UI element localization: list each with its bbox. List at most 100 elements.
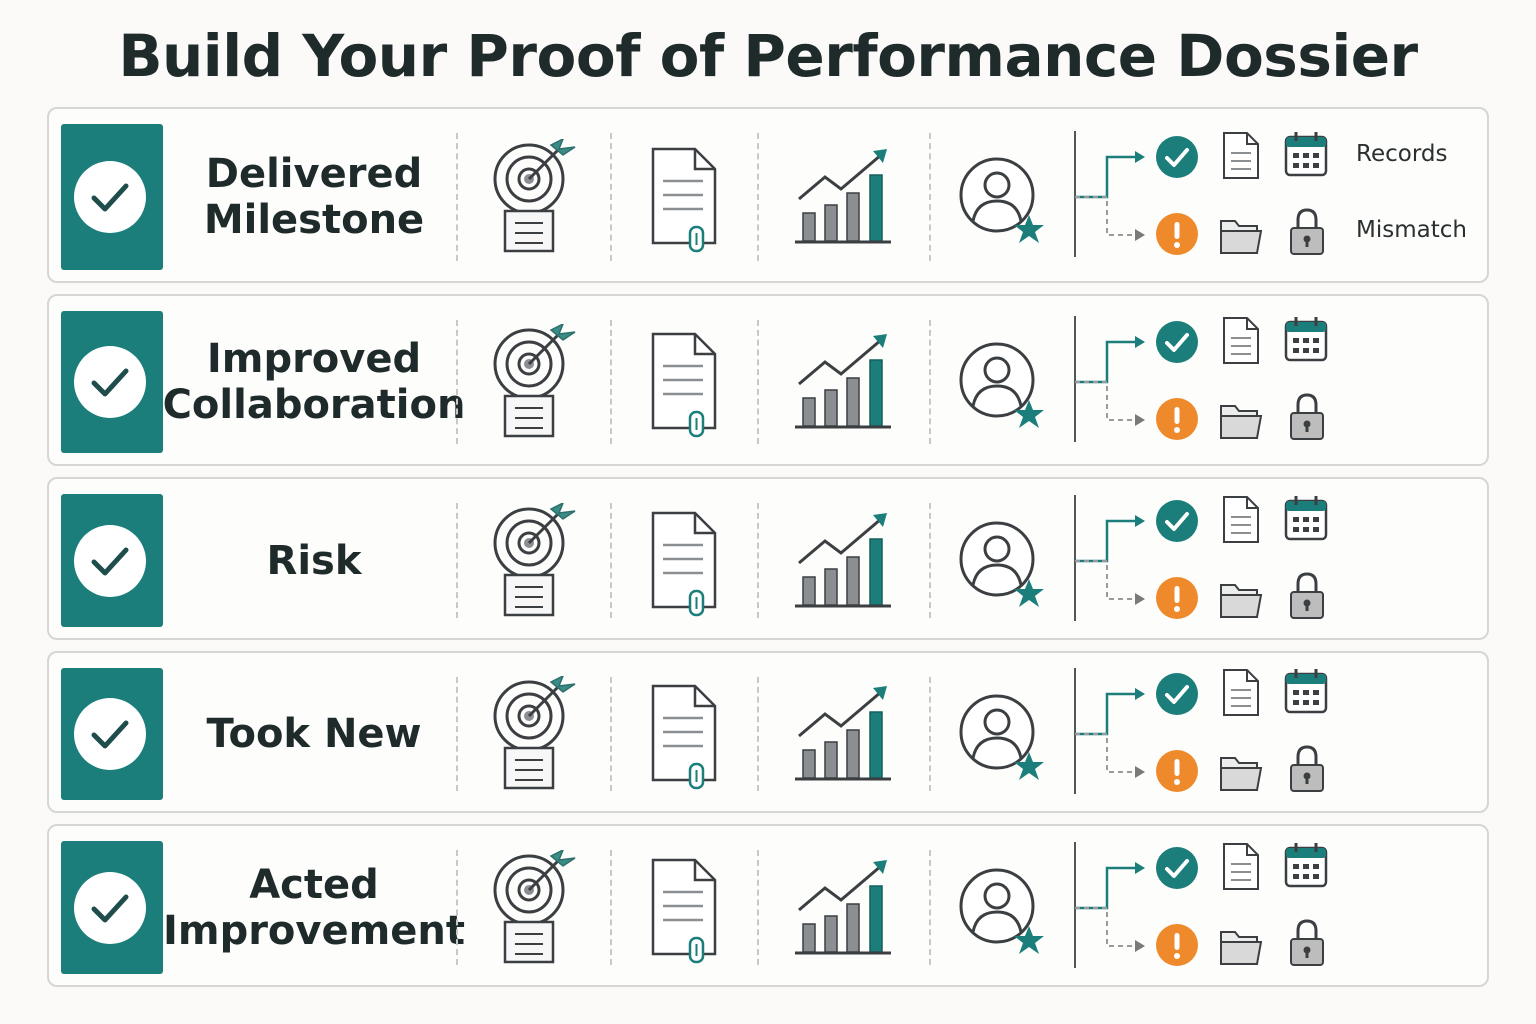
dossier-row: Improved Collaboration	[47, 294, 1489, 466]
lock-icon	[1290, 208, 1324, 255]
achievement-label-line: Acted	[249, 861, 379, 908]
achievement-check-tile	[61, 494, 163, 627]
growth-chart-icon	[795, 334, 891, 429]
success-check-icon	[1156, 136, 1198, 178]
target-icon	[493, 849, 576, 963]
dossier-row: Took New	[47, 651, 1489, 813]
column-divider	[757, 320, 759, 444]
column-divider	[929, 677, 931, 791]
achievement-check-tile	[61, 124, 163, 270]
folder-icon	[1220, 405, 1263, 439]
column-divider	[929, 320, 931, 444]
column-divider	[610, 320, 612, 444]
target-icon	[493, 139, 576, 253]
column-divider	[456, 320, 458, 444]
check-icon	[74, 161, 146, 233]
growth-chart-icon	[795, 149, 891, 244]
column-divider	[456, 850, 458, 965]
column-divider	[929, 850, 931, 965]
achievement-label: Delivered Milestone	[189, 109, 439, 285]
mismatch-legend-label: Mismatch	[1356, 217, 1467, 243]
target-icon	[493, 676, 576, 790]
column-divider	[456, 133, 458, 261]
folder-icon	[1220, 220, 1263, 254]
document-icon	[1223, 317, 1259, 364]
calendar-icon	[1284, 317, 1328, 362]
branch-arrow-icon	[1074, 668, 1145, 794]
dossier-row: Risk	[47, 477, 1489, 640]
alert-icon	[1156, 398, 1198, 440]
achievement-label-line: Improvement	[163, 907, 466, 954]
alert-icon	[1156, 750, 1198, 792]
check-icon	[74, 346, 146, 418]
achievement-label-line: Milestone	[203, 197, 425, 243]
success-check-icon	[1156, 846, 1198, 889]
user-star-icon	[959, 157, 1044, 243]
check-icon	[74, 524, 146, 597]
branch-arrow-icon	[1074, 131, 1145, 257]
column-divider	[757, 677, 759, 791]
achievement-label-line: Risk	[266, 537, 362, 584]
success-check-icon	[1156, 321, 1198, 363]
page-title: Build Your Proof of Performance Dossier	[118, 22, 1418, 90]
user-star-icon	[959, 694, 1044, 780]
column-divider	[929, 503, 931, 618]
folder-icon	[1220, 583, 1263, 618]
folder-icon	[1220, 930, 1263, 965]
achievement-check-tile	[61, 668, 163, 800]
achievement-check-tile	[61, 311, 163, 453]
achievement-label-line: Took New	[206, 711, 422, 757]
achievement-label-line: Delivered	[205, 151, 423, 197]
growth-chart-icon	[795, 859, 891, 954]
records-legend-label: Records	[1356, 141, 1448, 167]
document-icon	[1223, 495, 1259, 543]
lock-icon	[1290, 571, 1324, 619]
column-divider	[929, 133, 931, 261]
user-star-icon	[959, 342, 1044, 428]
document-icon	[1223, 842, 1259, 890]
check-icon	[74, 871, 146, 944]
column-divider	[610, 677, 612, 791]
branch-arrow-icon	[1074, 494, 1145, 621]
document-attachment-icon	[651, 511, 717, 616]
column-divider	[610, 850, 612, 965]
alert-icon	[1156, 923, 1198, 966]
achievement-label: Risk	[189, 479, 439, 642]
branch-arrow-icon	[1074, 316, 1145, 442]
growth-chart-icon	[795, 686, 891, 781]
alert-icon	[1156, 213, 1198, 255]
achievement-label-line: Improved	[206, 336, 422, 382]
achievement-label: Took New	[189, 653, 439, 815]
branch-arrow-icon	[1074, 841, 1145, 968]
user-star-icon	[959, 521, 1044, 607]
folder-icon	[1220, 757, 1263, 791]
dossier-row: Acted Improvement	[47, 824, 1489, 987]
achievement-label-line: Collaboration	[162, 382, 466, 428]
target-icon	[493, 324, 576, 438]
document-icon	[1223, 132, 1259, 179]
user-star-icon	[959, 868, 1044, 954]
column-divider	[456, 503, 458, 618]
column-divider	[456, 677, 458, 791]
alert-icon	[1156, 576, 1198, 619]
calendar-icon	[1284, 669, 1328, 714]
column-divider	[610, 133, 612, 261]
column-divider	[757, 850, 759, 965]
lock-icon	[1290, 918, 1324, 966]
check-icon	[74, 698, 146, 770]
document-attachment-icon	[651, 684, 717, 790]
document-attachment-icon	[651, 147, 717, 253]
calendar-icon	[1284, 495, 1328, 540]
document-attachment-icon	[651, 858, 717, 963]
target-icon	[493, 502, 576, 616]
column-divider	[610, 503, 612, 618]
calendar-icon	[1284, 842, 1328, 887]
growth-chart-icon	[795, 512, 891, 607]
success-check-icon	[1156, 673, 1198, 715]
column-divider	[757, 503, 759, 618]
lock-icon	[1290, 745, 1324, 792]
column-divider	[757, 133, 759, 261]
achievement-label: Improved Collaboration	[163, 296, 466, 468]
document-icon	[1223, 669, 1259, 716]
calendar-icon	[1284, 132, 1328, 177]
